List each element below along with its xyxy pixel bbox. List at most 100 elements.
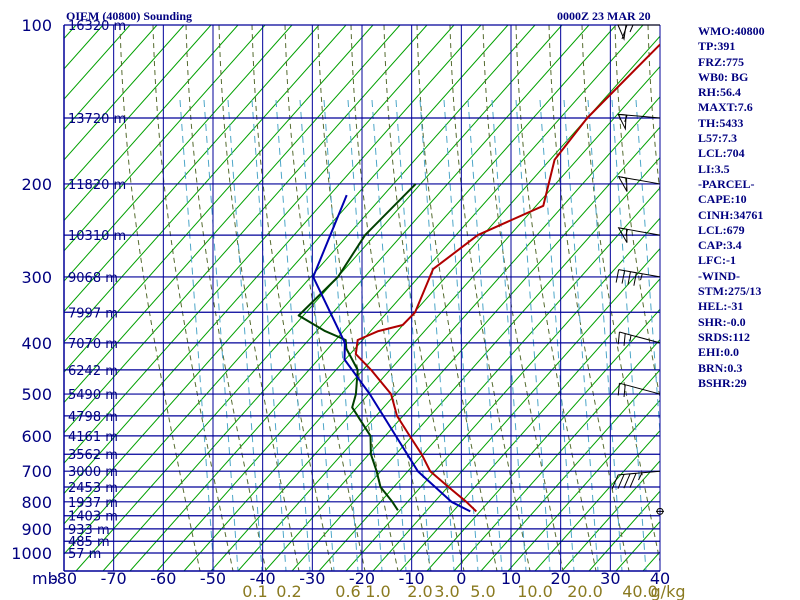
wind-barb bbox=[617, 382, 661, 398]
mixing-ratio-label: 5.0 bbox=[470, 582, 495, 600]
wind-barb bbox=[615, 269, 661, 286]
dry-adiabat bbox=[64, 25, 509, 525]
height-label: 2453 m bbox=[68, 481, 118, 496]
wind-barb bbox=[617, 227, 661, 243]
dry-adiabat bbox=[75, 25, 563, 571]
height-label: 13720 m bbox=[68, 112, 126, 127]
index-item: CAPE:10 bbox=[698, 192, 747, 207]
height-label: 4798 m bbox=[68, 410, 118, 425]
profiles bbox=[297, 43, 660, 513]
height-label: 3562 m bbox=[68, 448, 118, 463]
pressure-tick-label: 1000 bbox=[11, 544, 52, 563]
index-item: STM:275/13 bbox=[698, 284, 762, 299]
wind-barb bbox=[617, 175, 661, 192]
index-item: HEL:-31 bbox=[698, 299, 744, 314]
mixing-ratio-line bbox=[611, 99, 647, 571]
height-label: 10310 m bbox=[68, 229, 126, 244]
pressure-tick-label: 100 bbox=[21, 16, 52, 35]
height-label: 1403 m bbox=[68, 510, 118, 525]
height-label: 7997 m bbox=[68, 306, 118, 321]
dry-adiabat bbox=[480, 369, 660, 571]
pressure-tick-label: 900 bbox=[21, 520, 52, 539]
mixing-ratio-line bbox=[179, 99, 215, 571]
index-item: L57:7.3 bbox=[698, 131, 737, 146]
index-item: TP:391 bbox=[698, 39, 736, 54]
moist-adiabat bbox=[416, 25, 498, 571]
height-label: 5490 m bbox=[68, 388, 118, 403]
mixing-ratio-line bbox=[347, 99, 383, 571]
temperature-tick-label: -10 bbox=[399, 569, 425, 588]
height-label: 57 m bbox=[68, 547, 101, 562]
dry-adiabat bbox=[64, 25, 320, 313]
axis-grid bbox=[63, 24, 661, 572]
dry-adiabat bbox=[588, 490, 660, 571]
background-lines bbox=[0, 25, 800, 571]
temperature-tick-label: -40 bbox=[250, 569, 276, 588]
mixing-ratio-label: 20.0 bbox=[567, 582, 603, 600]
mixing-ratio-label: 40.0 bbox=[622, 582, 658, 600]
moist-adiabat bbox=[614, 25, 660, 401]
series-line-temperature bbox=[354, 43, 660, 513]
mixing-ratio-label: 1.0 bbox=[365, 582, 390, 600]
pressure-tick-label: 200 bbox=[21, 175, 52, 194]
height-label: 3000 m bbox=[68, 465, 118, 480]
dry-adiabat bbox=[64, 25, 293, 282]
mixing-ratio-label: 2.0 bbox=[407, 582, 432, 600]
dry-adiabat bbox=[372, 247, 660, 571]
mixing-ratio-line bbox=[251, 99, 287, 571]
mixing-ratio-label: 10.0 bbox=[517, 582, 553, 600]
index-item: SRDS:112 bbox=[698, 329, 751, 344]
dry-adiabat bbox=[507, 399, 660, 571]
mixing-ratio-line bbox=[275, 99, 311, 571]
pressure-tick-label: 400 bbox=[21, 334, 52, 353]
dry-adiabat bbox=[210, 65, 660, 571]
wind-barb bbox=[617, 331, 661, 346]
temperature-tick-label: 0 bbox=[456, 569, 466, 588]
moist-adiabat bbox=[284, 25, 366, 571]
header-title: OIEM (40800) Sounding bbox=[66, 9, 193, 23]
dry-adiabat bbox=[237, 96, 660, 571]
mixing-ratio-line bbox=[491, 99, 527, 571]
moist-adiabat bbox=[515, 25, 597, 571]
index-item: LI:3.5 bbox=[698, 161, 730, 176]
dry-adiabat bbox=[0, 25, 49, 571]
wind-barb bbox=[611, 470, 661, 490]
height-label: 7070 m bbox=[68, 337, 118, 352]
wind-barb bbox=[617, 24, 660, 41]
index-item: TH:5433 bbox=[698, 115, 744, 130]
mixing-ratio-line bbox=[395, 99, 431, 571]
index-item: CAP:3.4 bbox=[698, 238, 742, 253]
mixing-ratio-line bbox=[635, 99, 660, 440]
mixing-ratio-line bbox=[443, 99, 479, 571]
index-item: EHI:0.0 bbox=[698, 345, 740, 360]
dry-adiabat bbox=[64, 25, 347, 343]
moist-adiabat bbox=[218, 25, 300, 571]
pressure-tick-label: 300 bbox=[21, 268, 52, 287]
dry-adiabat bbox=[0, 25, 22, 571]
pressure-tick-label: 700 bbox=[21, 462, 52, 481]
pressure-tick-label: 600 bbox=[21, 427, 52, 446]
pressure-tick-label: 500 bbox=[21, 385, 52, 404]
mixing-ratio-line bbox=[515, 99, 551, 571]
dry-adiabat bbox=[129, 25, 617, 571]
dry-adiabat bbox=[778, 25, 800, 571]
temperature-tick-label: 40 bbox=[650, 569, 670, 588]
dry-adiabat bbox=[102, 25, 590, 571]
temperature-tick-label: -80 bbox=[51, 569, 77, 588]
wind-barb bbox=[656, 507, 664, 515]
sounding-indices: WMO:40800 TP:391 FRZ:775 WB0: BG RH:56.4 MAXT… bbox=[698, 24, 765, 391]
dry-adiabat bbox=[64, 25, 185, 161]
index-item: WMO:40800 bbox=[698, 24, 765, 38]
index-item: LCL:704 bbox=[698, 146, 745, 161]
series-line-dewpoint bbox=[297, 183, 417, 511]
mixing-ratio-line bbox=[467, 99, 503, 571]
dry-adiabat bbox=[453, 338, 660, 571]
dry-adiabat bbox=[64, 25, 158, 131]
pressure-tick-label: 800 bbox=[21, 493, 52, 512]
dry-adiabat bbox=[399, 278, 660, 571]
temperature-tick-label: -70 bbox=[101, 569, 127, 588]
index-item: -WIND- bbox=[698, 268, 740, 283]
height-label: 485 m bbox=[68, 535, 110, 550]
